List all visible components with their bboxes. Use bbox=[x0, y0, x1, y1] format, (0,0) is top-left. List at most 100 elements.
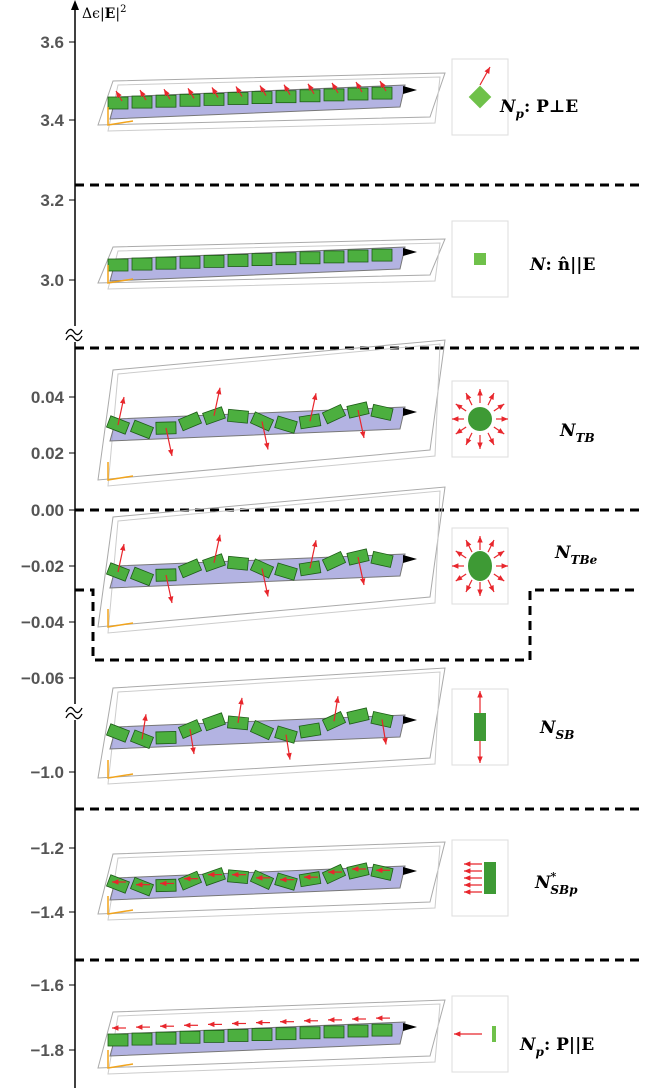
vector-head bbox=[466, 584, 472, 592]
vector-head bbox=[208, 871, 215, 878]
vector-head bbox=[256, 1019, 263, 1026]
molecule bbox=[299, 89, 321, 103]
molecule bbox=[251, 91, 273, 104]
vector-head bbox=[328, 1017, 335, 1023]
molecule bbox=[275, 252, 297, 266]
y-tick-label: −0.02 bbox=[21, 557, 64, 576]
inset-frame bbox=[451, 58, 509, 136]
box-outline bbox=[97, 339, 446, 481]
vector-head bbox=[497, 428, 505, 434]
vector-head bbox=[260, 85, 266, 93]
molecule bbox=[346, 707, 370, 725]
vector-head bbox=[466, 437, 472, 445]
y-tick-label: 3.0 bbox=[40, 271, 64, 290]
vector-head bbox=[464, 861, 471, 867]
box-outline bbox=[97, 841, 446, 915]
molecule bbox=[371, 86, 393, 100]
molecule bbox=[131, 257, 153, 271]
y-tick-label: −1.8 bbox=[30, 1041, 64, 1060]
molecule bbox=[274, 415, 298, 434]
molecule bbox=[155, 731, 177, 745]
vector-head bbox=[352, 866, 359, 872]
vector-head bbox=[167, 596, 174, 604]
molecule bbox=[251, 253, 273, 267]
molecule bbox=[129, 566, 155, 587]
phase-symbol: N bbox=[559, 421, 577, 441]
axis-label-part: 2 bbox=[120, 4, 126, 15]
director-arrow bbox=[403, 716, 417, 724]
y-tick-label: 0.04 bbox=[31, 388, 65, 407]
frame-axes bbox=[107, 760, 134, 779]
phase-subscript: TB bbox=[576, 431, 595, 445]
y-tick-label: 3.2 bbox=[40, 191, 64, 210]
phase-symbol: N bbox=[519, 1035, 537, 1055]
vector-head bbox=[232, 1020, 239, 1027]
molecule bbox=[155, 1031, 177, 1045]
vector-head bbox=[501, 563, 508, 569]
axis-label: Δϵ|E|2 bbox=[82, 4, 126, 22]
molecule bbox=[371, 1023, 393, 1037]
vector-head bbox=[497, 551, 505, 557]
vector-head bbox=[359, 431, 366, 439]
frame-axes bbox=[107, 609, 134, 628]
director-arrow bbox=[403, 408, 417, 416]
molecule bbox=[177, 411, 203, 432]
director-arrow bbox=[403, 1023, 417, 1031]
vector-head bbox=[332, 82, 338, 90]
vector-head bbox=[256, 875, 263, 881]
molecule bbox=[227, 1029, 249, 1042]
vector-head bbox=[311, 540, 318, 548]
vector-head bbox=[286, 752, 292, 760]
vector-head bbox=[455, 428, 463, 434]
vector-head bbox=[497, 575, 505, 581]
phase-condition: : n̂||E bbox=[546, 255, 596, 275]
inset-frame bbox=[451, 688, 509, 766]
vector-head bbox=[477, 691, 483, 698]
vector-head bbox=[352, 1016, 359, 1022]
molecule bbox=[107, 96, 129, 110]
y-tick-label: −1.6 bbox=[30, 976, 64, 995]
molecule bbox=[179, 1030, 201, 1044]
phase-symbol: N bbox=[539, 718, 557, 738]
molecule bbox=[274, 562, 298, 581]
phase-condition: : P||E bbox=[544, 1035, 594, 1055]
phase-illustration bbox=[97, 486, 509, 634]
box-outline bbox=[97, 999, 446, 1069]
phase-illustration bbox=[97, 839, 509, 921]
molecule bbox=[347, 1024, 369, 1038]
phase-subscript: TBe bbox=[571, 553, 598, 567]
phase-illustration bbox=[97, 995, 509, 1075]
molecule bbox=[203, 254, 225, 268]
phase-subscript: p bbox=[516, 107, 525, 121]
vector-head bbox=[488, 393, 494, 401]
inset-molecule bbox=[468, 551, 492, 581]
vector-head bbox=[212, 87, 218, 95]
y-tick-label: −1.4 bbox=[30, 903, 64, 922]
director-arrow bbox=[403, 555, 417, 563]
molecule bbox=[227, 408, 249, 424]
vector-head bbox=[382, 737, 388, 745]
inset-molecule bbox=[468, 407, 492, 431]
molecule bbox=[107, 258, 129, 272]
inset-molecule bbox=[474, 253, 486, 265]
molecule bbox=[107, 1033, 129, 1047]
molecule bbox=[177, 558, 203, 579]
axis-label-part: Δϵ| bbox=[82, 6, 105, 22]
molecule bbox=[129, 419, 155, 440]
box-outline bbox=[97, 72, 446, 126]
vector-head bbox=[464, 868, 471, 874]
vector-head bbox=[280, 1018, 287, 1025]
vector-head bbox=[208, 1021, 215, 1028]
vector-head bbox=[497, 404, 505, 410]
molecule bbox=[227, 92, 249, 105]
vector-head bbox=[167, 449, 174, 457]
y-tick-label: −1.2 bbox=[30, 839, 64, 858]
phase-superscript: * bbox=[551, 870, 557, 883]
molecule bbox=[299, 251, 321, 265]
director-arrow bbox=[403, 86, 417, 94]
vector-head bbox=[464, 875, 471, 881]
phase-condition: : P⊥E bbox=[524, 97, 578, 117]
vector-head bbox=[484, 67, 490, 74]
vector-head bbox=[184, 875, 191, 882]
frame-axes bbox=[107, 462, 134, 481]
